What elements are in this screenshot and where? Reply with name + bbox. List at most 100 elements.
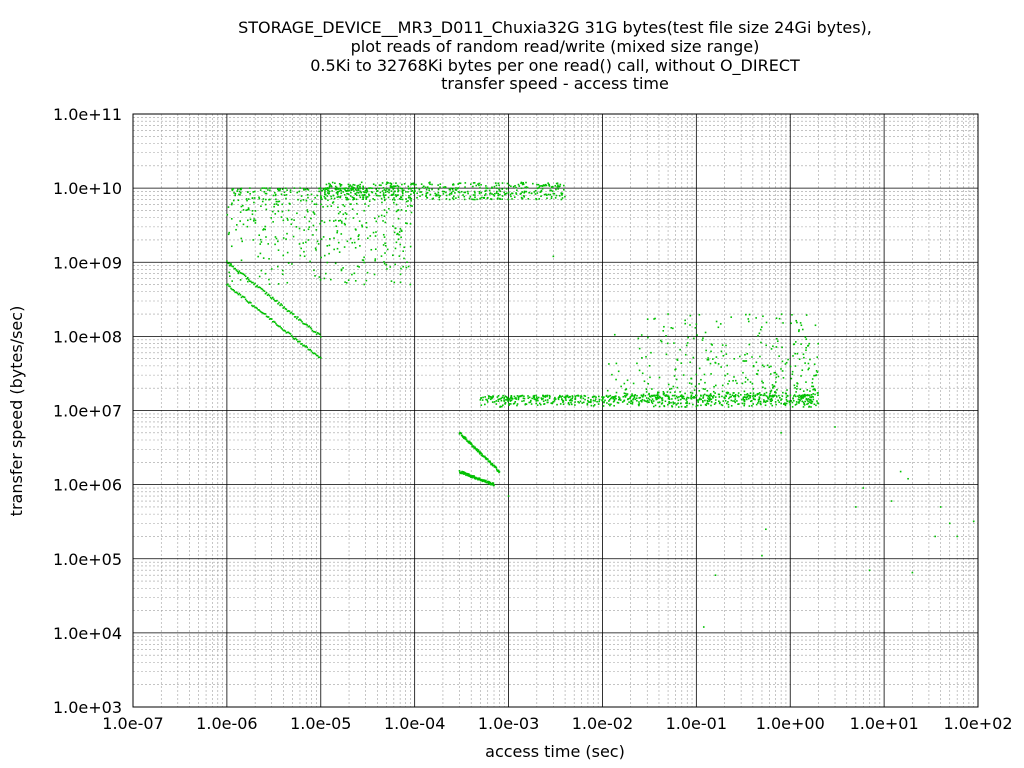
data-point <box>529 401 532 403</box>
data-point <box>533 191 536 193</box>
data-point <box>505 188 508 190</box>
data-point <box>743 400 746 403</box>
data-point <box>746 393 749 395</box>
data-point <box>460 471 463 474</box>
data-point <box>504 403 506 405</box>
data-point <box>238 190 241 193</box>
data-point <box>328 190 331 193</box>
data-point <box>324 193 327 196</box>
data-point <box>672 401 674 403</box>
data-point <box>569 399 572 402</box>
data-point <box>743 404 746 407</box>
data-point <box>759 400 762 403</box>
data-point <box>579 397 582 399</box>
data-point <box>693 396 695 398</box>
data-point <box>536 397 539 400</box>
data-point <box>469 474 472 477</box>
data-point <box>486 401 489 403</box>
data-point <box>340 192 343 194</box>
data-point <box>706 390 709 392</box>
data-point <box>260 311 263 313</box>
data-point <box>714 392 716 394</box>
data-point <box>367 205 370 207</box>
data-point <box>320 196 323 199</box>
data-point <box>286 189 288 191</box>
data-point <box>464 436 467 439</box>
data-point <box>668 400 670 403</box>
data-point <box>752 397 755 399</box>
data-point <box>362 191 365 193</box>
y-tick-label: 1.0e+11 <box>53 105 122 124</box>
data-point <box>707 403 710 405</box>
data-point <box>551 402 553 404</box>
data-point <box>745 313 747 316</box>
data-point <box>300 247 302 250</box>
data-point <box>480 454 483 457</box>
data-point <box>661 402 664 404</box>
data-point <box>537 399 539 402</box>
data-point <box>258 197 261 200</box>
data-point <box>802 353 805 356</box>
data-point <box>774 401 777 403</box>
data-point <box>618 397 621 400</box>
data-point <box>700 404 702 407</box>
data-point <box>681 397 684 400</box>
data-point <box>448 188 451 191</box>
data-point <box>339 219 342 222</box>
data-point <box>347 188 349 190</box>
data-point <box>388 189 390 191</box>
data-point <box>257 255 259 258</box>
data-point <box>770 402 772 405</box>
data-point <box>240 188 242 191</box>
data-point <box>302 322 304 325</box>
data-point <box>247 208 250 211</box>
data-point <box>308 220 311 223</box>
data-point <box>611 396 614 398</box>
data-point <box>561 399 564 402</box>
data-point <box>252 305 254 308</box>
data-point <box>411 205 413 207</box>
data-point <box>445 191 447 194</box>
data-point <box>467 440 470 443</box>
data-point <box>805 314 808 316</box>
data-point <box>528 191 530 194</box>
data-point <box>464 186 466 188</box>
data-point <box>564 397 567 400</box>
data-point <box>506 398 509 401</box>
data-point <box>758 396 761 398</box>
data-point <box>525 190 528 193</box>
data-point <box>340 233 343 235</box>
data-point <box>706 400 709 403</box>
data-point <box>514 400 517 403</box>
data-point <box>410 188 412 190</box>
data-point <box>324 197 326 199</box>
data-point <box>764 394 766 397</box>
data-point <box>346 197 348 199</box>
data-point <box>763 399 765 401</box>
data-point <box>563 184 565 187</box>
data-point <box>368 193 370 196</box>
data-point <box>594 400 596 402</box>
data-point <box>721 384 724 387</box>
data-point <box>647 336 649 339</box>
data-point <box>752 394 755 397</box>
data-point <box>323 254 326 257</box>
data-point <box>298 243 301 245</box>
data-point <box>710 398 713 401</box>
data-point <box>780 432 782 434</box>
data-point <box>303 250 305 253</box>
data-point <box>661 397 664 399</box>
data-point <box>602 398 604 400</box>
data-point <box>613 400 616 402</box>
data-point <box>261 288 264 291</box>
data-point <box>253 201 255 204</box>
data-point <box>343 246 346 248</box>
data-point <box>242 209 245 211</box>
data-point <box>469 443 472 445</box>
data-point <box>776 337 778 340</box>
data-point <box>759 402 762 405</box>
data-point <box>527 395 529 397</box>
data-point <box>564 195 566 198</box>
data-point <box>789 365 792 368</box>
data-point <box>577 401 579 403</box>
